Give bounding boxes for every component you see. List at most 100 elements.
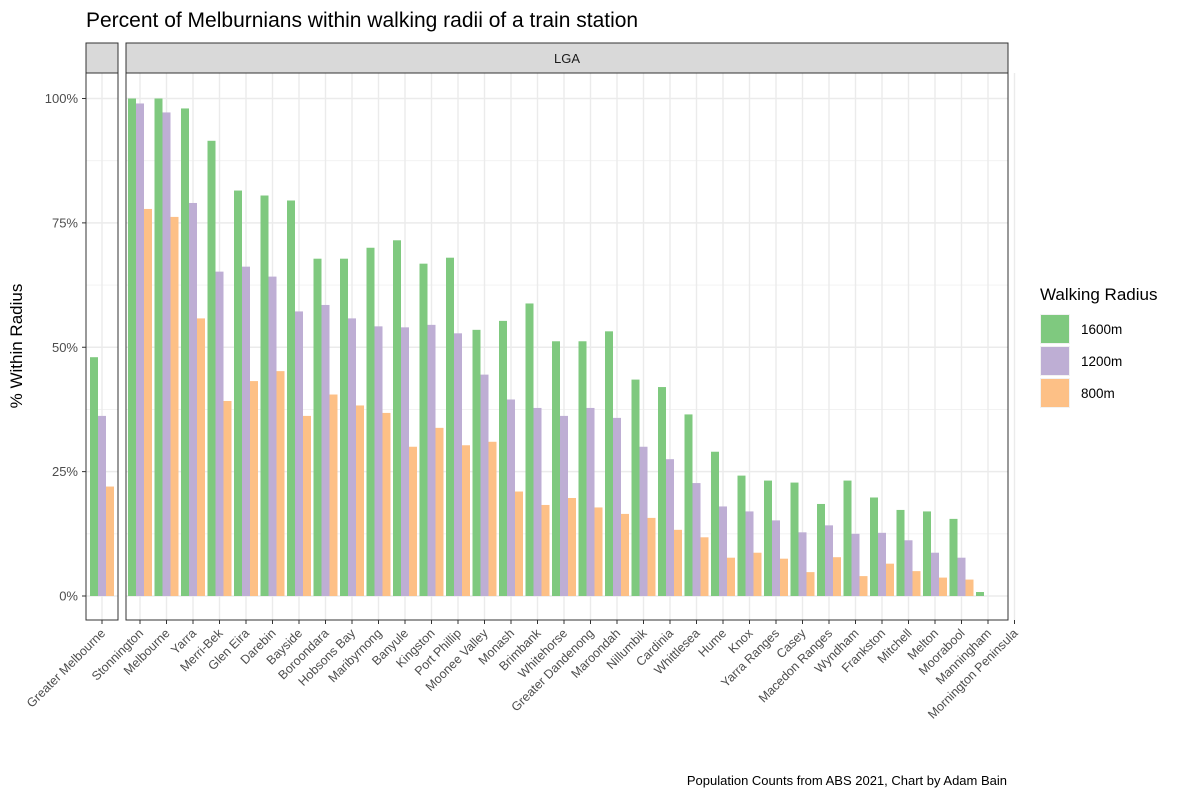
bar-mitchell-1200m xyxy=(904,540,913,596)
bar-frankston-800m xyxy=(886,563,894,596)
bar-brimbank-1200m xyxy=(533,407,542,596)
bar-mitchell-800m xyxy=(912,571,921,596)
bar-whitehorse-1200m xyxy=(560,415,568,596)
bar-knox-1200m xyxy=(745,511,754,596)
bar-melton-1600m xyxy=(923,511,931,596)
y-axis: 0% 25% 50% 75% 100% xyxy=(45,91,86,604)
bar-manningham-1600m xyxy=(976,592,984,596)
bar-greater-dandenong-1200m xyxy=(586,407,595,596)
bar-stonnington-1200m xyxy=(136,103,144,596)
bar-whittlesea-1200m xyxy=(692,483,701,596)
bar-banyule-1600m xyxy=(393,240,401,596)
plot-panels xyxy=(85,72,1016,621)
bar-melton-1200m xyxy=(931,552,939,596)
bar-yarra-ranges-1600m xyxy=(764,480,772,596)
bar-mitchell-1600m xyxy=(896,509,905,596)
bar-moonee-valley-800m xyxy=(488,441,497,596)
bar-darebin-1200m xyxy=(268,276,277,596)
bar-hobsons-bay-1200m xyxy=(348,318,356,596)
bar-hobsons-bay-1600m xyxy=(340,258,348,596)
bar-moorabool-800m xyxy=(965,579,974,596)
bar-bayside-800m xyxy=(303,415,311,596)
bar-maribyrnong-1200m xyxy=(374,326,383,596)
bar-yarra-ranges-1200m xyxy=(772,520,780,596)
bar-monash-1600m xyxy=(499,320,507,596)
bar-glen-eira-1200m xyxy=(242,266,250,596)
bar-frankston-1600m xyxy=(870,497,878,596)
bar-frankston-1200m xyxy=(878,532,886,596)
bar-knox-800m xyxy=(753,552,762,596)
legend-item-800m: 800m xyxy=(1040,378,1115,408)
bar-greater-melbourne-800m xyxy=(106,486,114,596)
y-tick-label: 50% xyxy=(52,340,78,355)
chart-title: Percent of Melburnians within walking ra… xyxy=(86,9,638,32)
bar-merri-bek-1600m xyxy=(207,140,216,596)
bar-bayside-1600m xyxy=(287,200,295,597)
bar-boroondara-800m xyxy=(329,394,338,596)
x-tick-label-hume: Hume xyxy=(696,626,730,660)
bar-hume-1600m xyxy=(711,451,719,596)
bar-cardinia-800m xyxy=(674,529,682,596)
legend-label: 1600m xyxy=(1081,322,1122,337)
bar-nillumbik-1200m xyxy=(639,446,648,596)
bar-maribyrnong-800m xyxy=(382,412,391,596)
facet-strip-lga: LGA xyxy=(125,42,1009,74)
facet-strip-greater-melbourne xyxy=(85,42,119,74)
bar-merri-bek-800m xyxy=(223,400,232,596)
bar-knox-1600m xyxy=(737,475,746,596)
bar-whitehorse-1600m xyxy=(552,341,560,596)
bar-darebin-800m xyxy=(276,371,285,596)
bar-casey-1200m xyxy=(798,532,807,596)
bar-port-phillip-800m xyxy=(462,445,470,596)
bar-moorabool-1200m xyxy=(957,557,966,596)
bar-yarra-1600m xyxy=(181,108,189,596)
legend-label: 800m xyxy=(1081,386,1115,401)
bar-brimbank-1600m xyxy=(525,303,534,596)
panel-overall xyxy=(85,72,119,621)
bar-glen-eira-800m xyxy=(250,381,258,596)
y-tick-label: 75% xyxy=(52,215,78,230)
bar-casey-1600m xyxy=(790,482,799,596)
bar-stonnington-1600m xyxy=(128,98,136,596)
panel-lga xyxy=(125,72,1016,621)
bar-monash-800m xyxy=(515,491,523,596)
bar-merri-bek-1200m xyxy=(215,271,224,596)
bar-whittlesea-800m xyxy=(700,537,709,596)
bar-kingston-800m xyxy=(435,427,444,596)
bar-moonee-valley-1200m xyxy=(480,374,489,596)
bar-glen-eira-1600m xyxy=(234,190,242,596)
legend-item-1600m: 1600m xyxy=(1040,314,1122,344)
bar-yarra-800m xyxy=(197,318,205,596)
bar-macedon-ranges-1600m xyxy=(817,503,825,596)
bar-boroondara-1600m xyxy=(313,258,322,596)
bar-macedon-ranges-1200m xyxy=(825,525,833,596)
bar-bayside-1200m xyxy=(295,311,303,596)
bar-hobsons-bay-800m xyxy=(356,405,364,596)
bar-maroondah-1200m xyxy=(613,417,621,596)
bar-hume-800m xyxy=(727,557,735,596)
bar-wyndham-1200m xyxy=(851,533,860,596)
bar-nillumbik-1600m xyxy=(631,379,640,596)
bar-whitehorse-800m xyxy=(568,497,576,596)
bar-nillumbik-800m xyxy=(647,517,656,596)
bar-banyule-800m xyxy=(409,446,417,596)
legend-label: 1200m xyxy=(1081,354,1122,369)
bar-kingston-1600m xyxy=(419,263,428,596)
y-tick-label: 0% xyxy=(59,589,78,604)
bar-whittlesea-1600m xyxy=(684,414,693,596)
bar-greater-melbourne-1200m xyxy=(98,415,106,596)
bar-hume-1200m xyxy=(719,506,727,596)
legend-title: Walking Radius xyxy=(1040,285,1157,304)
facet-strip-label: LGA xyxy=(554,51,580,66)
bar-wyndham-1600m xyxy=(843,480,852,596)
bar-port-phillip-1600m xyxy=(446,257,454,596)
bar-greater-dandenong-800m xyxy=(594,507,603,596)
bar-maribyrnong-1600m xyxy=(366,247,375,596)
chart-caption: Population Counts from ABS 2021, Chart b… xyxy=(687,773,1007,788)
bar-darebin-1600m xyxy=(260,195,269,596)
y-tick-label: 25% xyxy=(52,464,78,479)
bar-wyndham-800m xyxy=(859,576,868,596)
legend-item-1200m: 1200m xyxy=(1040,346,1122,376)
bar-yarra-ranges-800m xyxy=(780,558,788,596)
